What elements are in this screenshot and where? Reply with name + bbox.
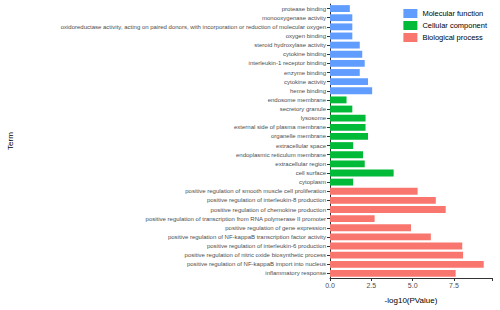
svg-text:endosome membrane: endosome membrane xyxy=(268,97,327,103)
svg-text:positive regulation of chemoki: positive regulation of chemokine product… xyxy=(211,207,326,213)
svg-text:monooxygenase activity: monooxygenase activity xyxy=(262,15,326,21)
svg-text:steroid hydroxylase activity: steroid hydroxylase activity xyxy=(254,42,326,48)
svg-text:external side of plasma membra: external side of plasma membrane xyxy=(234,124,327,130)
svg-text:Cellular component: Cellular component xyxy=(422,21,488,30)
svg-text:positive regulation of transcr: positive regulation of transcription fro… xyxy=(146,216,326,222)
svg-text:organelle membrane: organelle membrane xyxy=(271,133,327,139)
svg-text:cell surface: cell surface xyxy=(296,170,327,176)
svg-text:7.5: 7.5 xyxy=(449,282,459,289)
svg-text:-log10(PValue): -log10(PValue) xyxy=(385,296,438,305)
svg-text:positive regulation of interle: positive regulation of interleukin-8 pro… xyxy=(207,197,326,203)
svg-text:protease binding: protease binding xyxy=(282,6,326,12)
svg-text:enzyme binding: enzyme binding xyxy=(284,70,326,76)
svg-text:endoplasmic reticulum membrane: endoplasmic reticulum membrane xyxy=(236,152,327,158)
svg-text:cytokine activity: cytokine activity xyxy=(284,79,326,85)
svg-text:0.0: 0.0 xyxy=(325,282,335,289)
svg-text:cytoplasm: cytoplasm xyxy=(299,179,326,185)
svg-text:heme binding: heme binding xyxy=(290,88,326,94)
svg-text:lysosome: lysosome xyxy=(301,115,327,121)
svg-text:secretory granule: secretory granule xyxy=(280,106,327,112)
svg-text:positive regulation of nitric: positive regulation of nitric oxide bios… xyxy=(185,252,326,258)
svg-text:inflammatory response: inflammatory response xyxy=(265,270,326,276)
svg-text:Term: Term xyxy=(6,132,15,150)
svg-text:2.5: 2.5 xyxy=(366,282,376,289)
svg-text:positive regulation of NF-kapp: positive regulation of NF-kappaB transcr… xyxy=(168,234,326,240)
svg-text:Molecular function: Molecular function xyxy=(422,9,483,18)
svg-text:Biological process: Biological process xyxy=(422,33,483,42)
svg-text:extracellular region: extracellular region xyxy=(275,161,326,167)
svg-text:oxidoreductase activity, actin: oxidoreductase activity, acting on paire… xyxy=(61,24,326,30)
svg-text:positive regulation of NF-kapp: positive regulation of NF-kappaB import … xyxy=(187,261,326,267)
svg-text:positive regulation of interle: positive regulation of interleukin-6 pro… xyxy=(207,243,326,249)
svg-text:oxygen binding: oxygen binding xyxy=(286,33,326,39)
svg-text:interleukin-1 receptor binding: interleukin-1 receptor binding xyxy=(249,60,326,66)
svg-text:5.0: 5.0 xyxy=(408,282,418,289)
svg-text:positive regulation of smooth: positive regulation of smooth muscle cel… xyxy=(185,188,326,194)
svg-text:positive regulation of gene ex: positive regulation of gene expression xyxy=(225,225,326,231)
svg-text:cytokine binding: cytokine binding xyxy=(283,51,326,57)
svg-text:extracellular space: extracellular space xyxy=(276,143,327,149)
